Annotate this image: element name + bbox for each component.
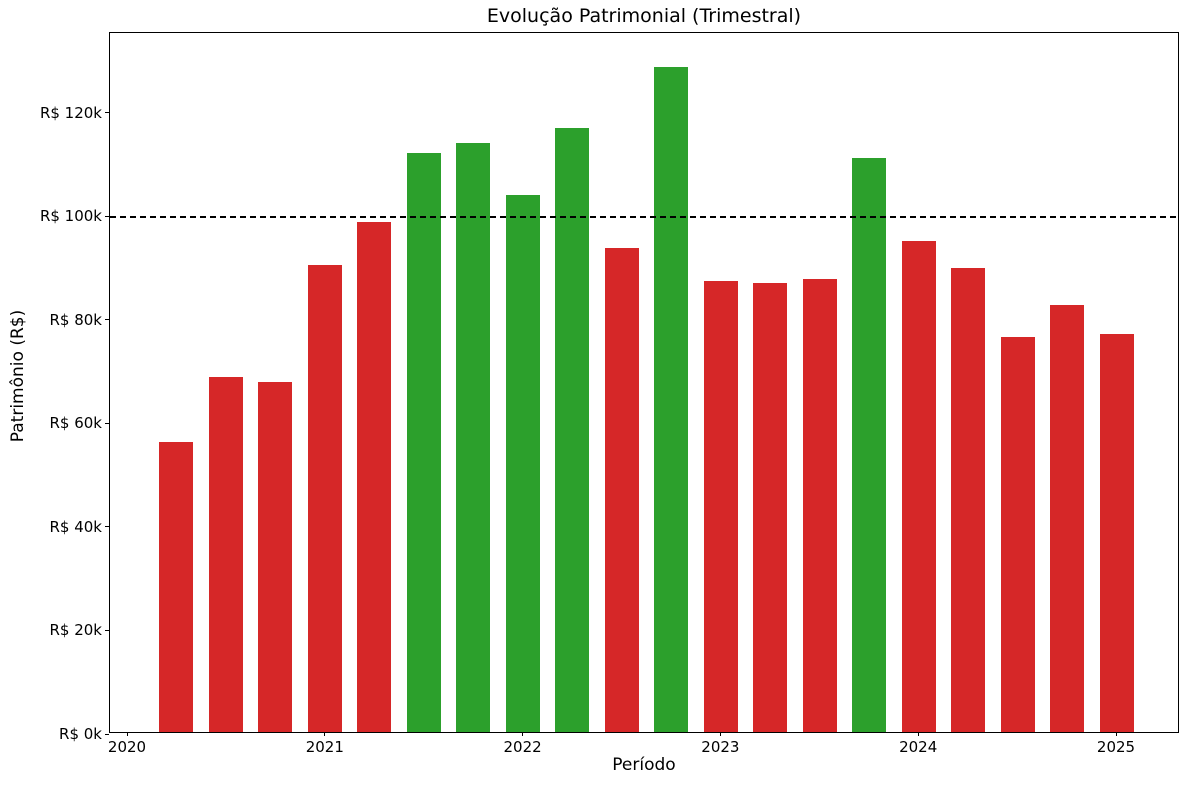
y-tick [105, 526, 109, 528]
y-tick-label: R$ 40k [49, 517, 102, 536]
x-tick [719, 732, 721, 736]
y-tick [105, 112, 109, 114]
bar-2020-Q2 [159, 442, 193, 732]
y-tick-label: R$ 100k [39, 207, 102, 226]
x-tick-label: 2022 [503, 738, 542, 756]
bar-2024-Q4 [1050, 305, 1084, 732]
bar-2021-Q4 [456, 143, 490, 732]
y-tick-label: R$ 0k [59, 725, 102, 743]
bar-2024-Q3 [1000, 336, 1035, 732]
bar-2021-Q2 [357, 222, 391, 732]
x-tick [917, 732, 919, 736]
y-tick-label: R$ 60k [49, 414, 102, 433]
bar-2024-Q2 [951, 268, 985, 732]
x-tick-label: 2021 [305, 738, 344, 756]
bar-2022-Q3 [604, 248, 639, 732]
y-tick-label: R$ 120k [39, 103, 102, 122]
bar-2023-Q1 [703, 280, 738, 732]
x-tick [522, 732, 524, 736]
x-tick-label: 2020 [107, 738, 147, 756]
y-tick [105, 733, 109, 735]
y-tick [105, 422, 109, 424]
chart-title: Evolução Patrimonial (Trimestral) [486, 5, 802, 27]
bar-2024-Q1 [901, 241, 936, 732]
plot-area: R$ 0k R$ 20k R$ 40k R$ 60k R$ 80k R$ 100k R$ 1… [40, 32, 1179, 756]
bar-2023-Q2 [753, 282, 787, 732]
x-tick-label: 2025 [1096, 738, 1136, 756]
y-tick [105, 215, 109, 217]
x-tick [1115, 732, 1117, 736]
bar-2025-Q1 [1099, 333, 1134, 732]
bar-2022-Q1 [505, 195, 540, 732]
bar-2023-Q3 [802, 279, 837, 732]
bar-2023-Q4 [852, 158, 886, 732]
x-tick-label: 2024 [899, 738, 938, 756]
y-tick [105, 629, 109, 631]
bar-2021-Q3 [406, 152, 441, 732]
x-tick-label: 2023 [701, 738, 740, 756]
y-tick-label: R$ 80k [49, 310, 102, 329]
bar-2020-Q3 [208, 377, 243, 732]
x-axis-label: Período [612, 755, 676, 775]
y-tick [105, 319, 109, 321]
threshold-line-100k [110, 216, 1178, 218]
bar-2020-Q4 [258, 382, 292, 732]
bar-2022-Q2 [555, 128, 589, 732]
x-tick [324, 732, 326, 736]
y-axis-label: Patrimônio (R$) [8, 309, 28, 443]
bar-2021-Q1 [307, 265, 342, 732]
bar-2022-Q4 [654, 67, 688, 732]
y-tick-label: R$ 20k [49, 621, 102, 640]
x-tick [126, 732, 128, 736]
